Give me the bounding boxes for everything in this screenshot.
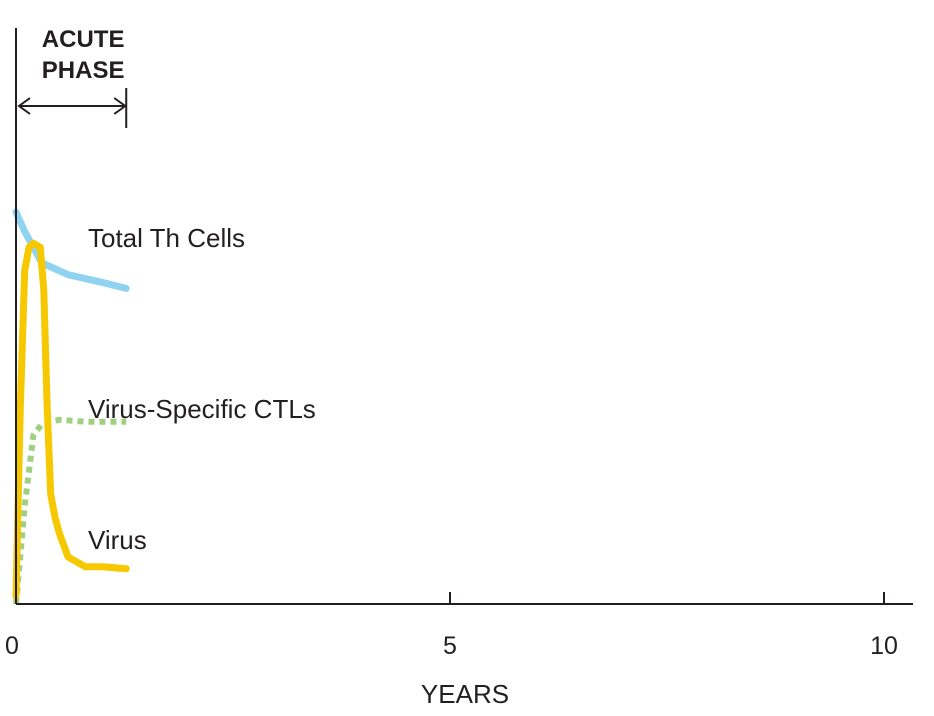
series-line-virus-specific-ctls xyxy=(13,416,127,605)
x-tick-label: 10 xyxy=(870,632,898,660)
series-label-total-th-cells: Total Th Cells xyxy=(88,223,245,253)
series-line-total-th-cells xyxy=(12,208,130,292)
series-layer xyxy=(12,208,130,605)
phase-arrowhead-left xyxy=(17,97,31,115)
phase-label-line-2: PHASE xyxy=(42,57,125,84)
x-axis-title: YEARS xyxy=(421,679,509,709)
acute-phase-annotation: ACUTE PHASE xyxy=(17,26,128,128)
series-line-virus xyxy=(12,239,130,600)
series-label-virus: Virus xyxy=(88,525,147,555)
x-tick-label: 5 xyxy=(443,632,457,660)
x-axis-ticks: 0 5 10 xyxy=(5,592,898,660)
phase-label-line-1: ACUTE xyxy=(42,26,125,53)
x-tick-label: 0 xyxy=(5,632,19,660)
series-label-virus-specific-ctls: Virus-Specific CTLs xyxy=(88,394,316,424)
